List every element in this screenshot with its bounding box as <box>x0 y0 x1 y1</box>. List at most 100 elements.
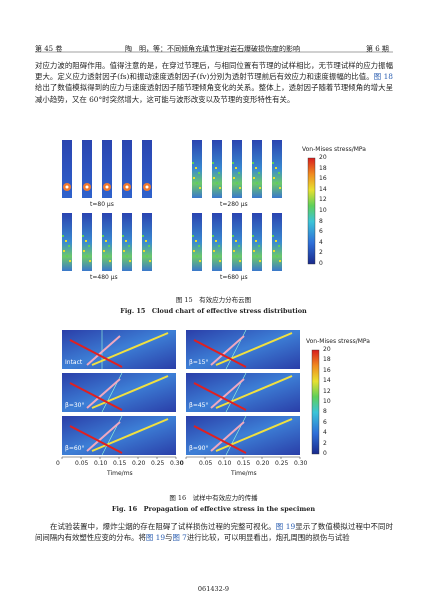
stress-speckle <box>193 250 195 252</box>
wave-arrow <box>210 335 245 366</box>
colorbar-title: Von-Mises stress/MPa <box>302 146 366 153</box>
colorbar-tick-label: 0 <box>319 260 323 267</box>
panel-label: β=60° <box>65 445 85 452</box>
stress-speckle <box>63 250 65 252</box>
blast-hole-core <box>125 185 129 189</box>
stress-speckle <box>192 235 194 237</box>
colorbar-tick-label: 10 <box>323 398 331 405</box>
stress-speckle <box>272 162 274 164</box>
stress-speckle <box>83 250 85 252</box>
figure-link[interactable]: 图 19 <box>145 533 166 543</box>
stress-speckle <box>103 250 105 252</box>
colorbar-tick-label: 18 <box>323 356 331 364</box>
stress-speckle <box>199 187 201 189</box>
stress-speckle <box>255 240 257 242</box>
x-tick-label: 0.05 <box>199 460 213 467</box>
stress-speckle <box>89 260 91 262</box>
stress-speckle <box>146 255 148 257</box>
x-tick-label: 0.30 <box>170 460 184 467</box>
stress-speckle <box>212 162 214 164</box>
panel-label: Intact <box>65 359 83 366</box>
colorbar-tick-label: 6 <box>319 228 323 236</box>
x-axis-label: Time/ms <box>231 470 257 477</box>
stress-speckle <box>148 245 150 247</box>
colorbar-tick-label: 8 <box>323 408 327 416</box>
colorbar-tick-label: 10 <box>319 207 327 214</box>
colorbar-tick-label: 6 <box>323 418 327 426</box>
wave-arrow <box>69 425 123 454</box>
colorbar-tick-label: 0 <box>323 450 327 457</box>
specimen-strip <box>122 140 132 198</box>
wave-arrow <box>86 335 121 366</box>
stress-speckle <box>219 187 221 189</box>
panel-label: β=15° <box>189 359 209 366</box>
wave-arrow <box>210 378 245 409</box>
stress-speckle <box>279 260 281 262</box>
colorbar <box>311 349 320 455</box>
stress-speckle <box>213 177 215 179</box>
colorbar-title: Von-Mises stress/MPa <box>306 338 370 345</box>
stress-speckle <box>253 177 255 179</box>
x-tick-label: 0.20 <box>256 460 270 467</box>
wave-arrow <box>91 418 169 452</box>
stress-speckle <box>233 250 235 252</box>
stress-speckle <box>102 235 104 237</box>
specimen-strip <box>142 140 152 198</box>
stress-speckle <box>109 260 111 262</box>
figure-link[interactable]: 图 19 <box>275 522 296 531</box>
stress-speckle <box>129 260 131 262</box>
panel-label: β=30° <box>65 402 85 409</box>
wave-arrow <box>210 421 245 452</box>
caption-en: Fig. 16 Propagation of effective stress … <box>111 505 316 513</box>
stress-speckle <box>256 255 258 257</box>
figure-link[interactable]: 图 7 <box>172 533 187 543</box>
stress-speckle <box>213 250 215 252</box>
colorbar-tick-label: 16 <box>323 366 331 374</box>
stress-speckle <box>258 172 260 174</box>
stress-speckle <box>126 255 128 257</box>
stress-speckle <box>272 235 274 237</box>
figure-link[interactable]: 图 18 <box>373 72 393 82</box>
stress-speckle <box>86 255 88 257</box>
stress-speckle <box>218 245 220 247</box>
wave-arrow <box>215 375 293 409</box>
caption-cn: 图 15 有效应力分布云图 <box>175 296 252 304</box>
stress-speckle <box>196 182 198 184</box>
stress-speckle <box>238 172 240 174</box>
stress-speckle <box>122 235 124 237</box>
paragraph: 对应力波的阻碍作用。值得注意的是，在穿过节理后，与相同位置有节理的试样相比，无节… <box>35 60 393 105</box>
stress-speckle <box>128 245 130 247</box>
colorbar-tick-label: 4 <box>319 238 323 246</box>
stress-speckle <box>215 240 217 242</box>
colorbar-tick-label: 18 <box>319 164 327 172</box>
stress-speckle <box>195 167 197 169</box>
text: 给出了数值模拟得到的应力与速度透射因子随节理倾角变化的关系。整体上，透射因子随着… <box>35 83 393 104</box>
specimen-strip <box>102 140 112 198</box>
stress-speckle <box>278 172 280 174</box>
x-tick-label: 0.15 <box>237 460 251 467</box>
stress-speckle <box>258 245 260 247</box>
stress-speckle <box>193 177 195 179</box>
stress-speckle <box>252 162 254 164</box>
blast-hole-core <box>65 185 69 189</box>
paragraph: 在试验装置中，爆炸尘烟的存在阻碍了试样损伤过程的完整可视化。图 19显示了数值模… <box>35 521 393 543</box>
stress-speckle <box>66 255 68 257</box>
time-label: t=680 μs <box>220 274 248 281</box>
running-title: 陶 明，等：不同倾角充填节理对岩石爆破损伤度的影响 <box>125 45 300 53</box>
x-axis-label: Time/ms <box>107 470 133 477</box>
colorbar-tick-label: 4 <box>323 429 327 437</box>
x-tick-label: 0 <box>56 460 60 467</box>
colorbar-tick-label: 8 <box>319 217 323 225</box>
stress-speckle <box>198 245 200 247</box>
stress-speckle <box>216 255 218 257</box>
stress-speckle <box>259 260 261 262</box>
wave-arrow <box>215 418 293 452</box>
x-tick-label: 0.20 <box>132 460 146 467</box>
stress-speckle <box>219 260 221 262</box>
text: 显示了数值模拟过程中不同时间间隔内有效塑性应变的分布。将 <box>35 522 393 543</box>
text: 进行比较，可以明显看出，炮孔周围的损伤与试验 <box>186 533 350 543</box>
x-tick-label: 0.05 <box>75 460 89 467</box>
stress-speckle <box>215 167 217 169</box>
